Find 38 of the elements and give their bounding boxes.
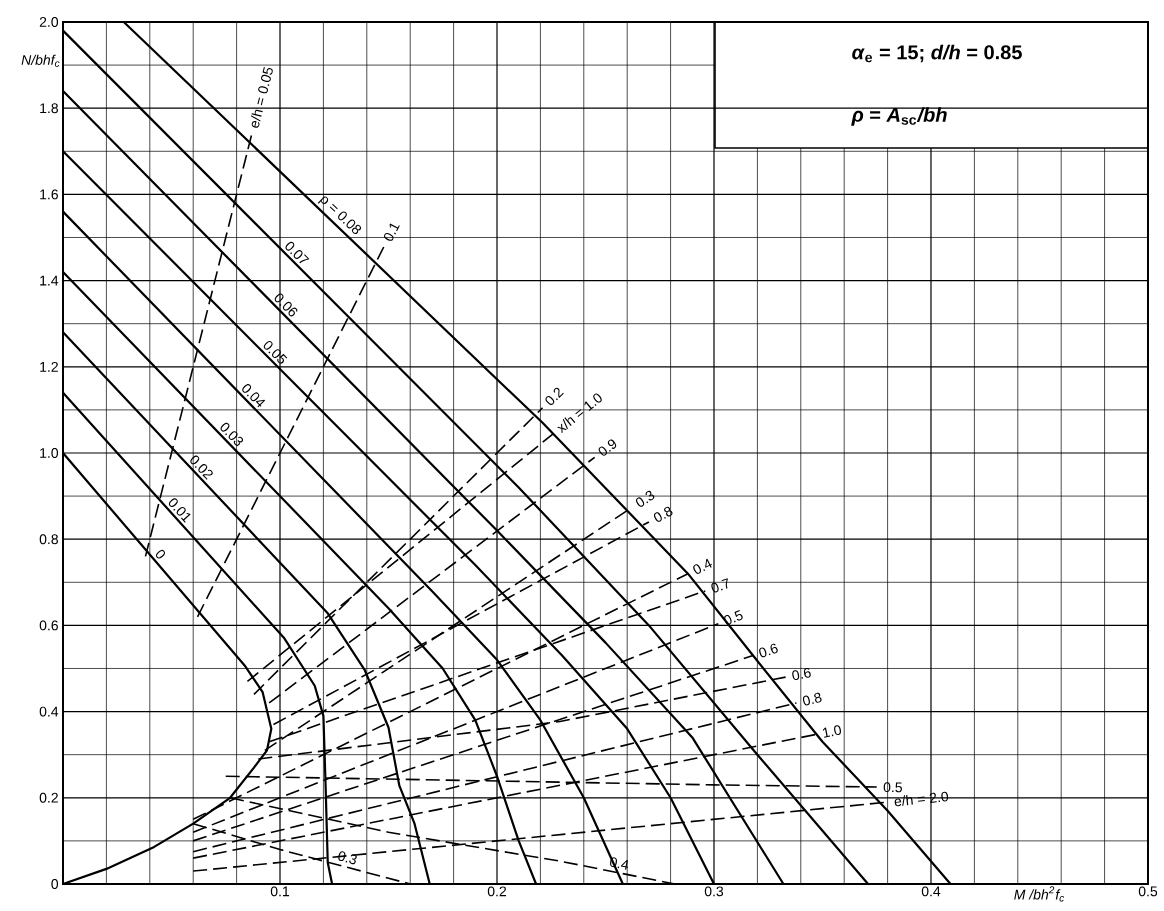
x-tick-label: 0.5 — [1138, 886, 1158, 897]
text: 0.6 — [792, 667, 811, 681]
x-tick-label: 0.3 — [704, 886, 724, 897]
y-tick-label: 1.2 — [40, 361, 58, 372]
x-axis-title: M /bh$^{2}$f$_{c}$ — [1014, 886, 1065, 902]
text: 0.2 — [545, 387, 564, 405]
text: 0.9 — [598, 439, 617, 456]
x-tick-label: 0.1 — [270, 886, 290, 897]
text: 0.3 — [635, 490, 655, 507]
x-tick-label: 0.2 — [487, 886, 507, 897]
text: 0.6 — [759, 643, 778, 658]
y-tick-label: 2.0 — [39, 17, 59, 27]
annotation: α$_{e}$ = 15; d/h = 0.85 — [852, 44, 1022, 63]
text: 0.8 — [653, 506, 673, 522]
text: 0.8 — [802, 692, 822, 706]
y-axis-title: N/bhf$_{c}$ — [21, 54, 60, 67]
y-tick-label: 0.4 — [39, 706, 59, 717]
y-tick-label: 1.0 — [40, 448, 59, 458]
x-tick-label: 0.4 — [921, 886, 941, 897]
text: 0.05 — [263, 340, 288, 364]
text: 0.7 — [711, 578, 728, 593]
y-tick-label: 1.8 — [40, 103, 58, 114]
y-tick-label: 0.2 — [39, 792, 58, 803]
text: 0.3 — [338, 851, 357, 865]
text: 0.1 — [383, 223, 400, 241]
y-tick-label: 0 — [51, 879, 59, 889]
text: 0.4 — [693, 558, 712, 574]
y-tick-label: 0.8 — [39, 534, 58, 545]
text: 0.07 — [285, 241, 310, 264]
text: ρ = 0.08 — [317, 196, 362, 235]
text: e/h = 0.05 — [250, 67, 273, 128]
y-tick-label: 0.6 — [39, 620, 58, 631]
y-tick-label: 1.4 — [40, 275, 59, 286]
text: 0 — [155, 549, 166, 559]
text: 0.04 — [242, 384, 266, 408]
y-tick-label: 1.6 — [40, 189, 58, 200]
text: 1.0 — [822, 725, 842, 738]
annotation: ρ = A$_{sc}$/bh — [851, 107, 947, 126]
